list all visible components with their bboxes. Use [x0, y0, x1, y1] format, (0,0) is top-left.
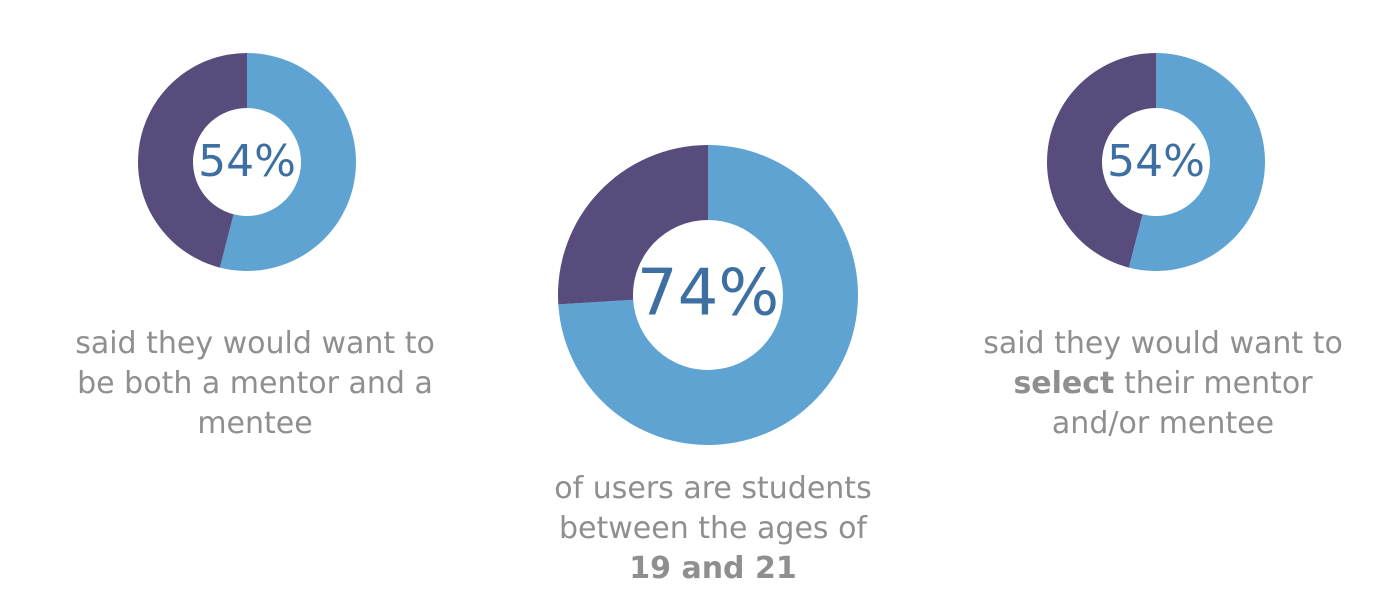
- center-label: 74%: [637, 257, 779, 331]
- caption-text: 19 and 21: [629, 551, 796, 586]
- caption-line: mentee: [197, 406, 312, 441]
- center-label: 54%: [198, 136, 296, 187]
- caption-text: select: [1013, 366, 1114, 401]
- caption-line: said they would want to: [75, 326, 435, 361]
- caption-line: 19 and 21: [629, 551, 796, 586]
- caption-text: mentee: [197, 406, 312, 441]
- caption-text: of users are students: [554, 471, 871, 506]
- donut-segment: [138, 53, 247, 268]
- caption-text: said they would want to: [75, 326, 435, 361]
- caption-line: said they would want to: [983, 326, 1343, 361]
- center-label: 54%: [1107, 136, 1205, 187]
- caption-text: be both a mentor and a: [77, 366, 433, 401]
- caption-line: of users are students: [554, 471, 871, 506]
- donut-segment: [558, 145, 859, 445]
- caption-text: their mentor: [1124, 366, 1313, 401]
- donut-segment: [219, 53, 357, 271]
- caption-text: said they would want to: [983, 326, 1343, 361]
- caption-text: and/or mentee: [1052, 406, 1274, 441]
- donut-segment: [558, 145, 708, 305]
- caption-line: between the ages of: [559, 511, 868, 546]
- caption-line: be both a mentor and a: [77, 366, 433, 401]
- caption-line: and/or mentee: [1052, 406, 1274, 441]
- donut-segment: [1128, 53, 1266, 271]
- donut-segment: [1046, 53, 1156, 268]
- caption-text: between the ages of: [559, 511, 868, 546]
- caption-line: select their mentor: [1013, 366, 1313, 401]
